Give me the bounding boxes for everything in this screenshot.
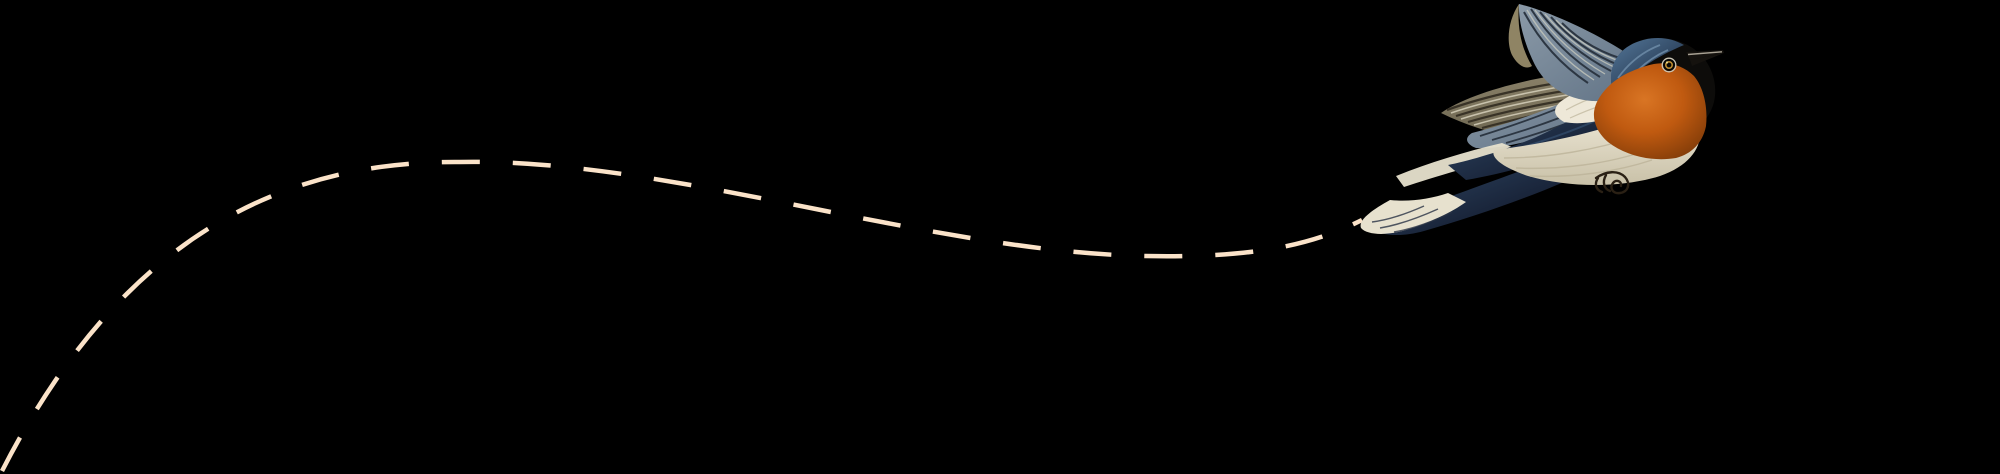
bird-throat-patch [1593, 63, 1707, 160]
beak-culmen-highlight [1687, 51, 1723, 56]
tail-tip-shape [1360, 193, 1466, 234]
tail-tip-separators [1371, 205, 1453, 233]
bird-eye [1661, 57, 1677, 73]
bird-foot [1594, 171, 1630, 195]
bird-beak [1686, 50, 1724, 66]
tail-cream-tips [1360, 193, 1466, 234]
eye-glint [1665, 61, 1669, 64]
dashed-flight-trail-icon [0, 159, 1364, 473]
eye-iris [1665, 60, 1674, 69]
eye-ring [1661, 57, 1677, 73]
eye-pupil [1663, 59, 1675, 71]
raised-wing-khaki-edge [1508, 4, 1532, 68]
beak-lower [1690, 53, 1724, 66]
bird-illustration-icon [1360, 4, 1724, 236]
